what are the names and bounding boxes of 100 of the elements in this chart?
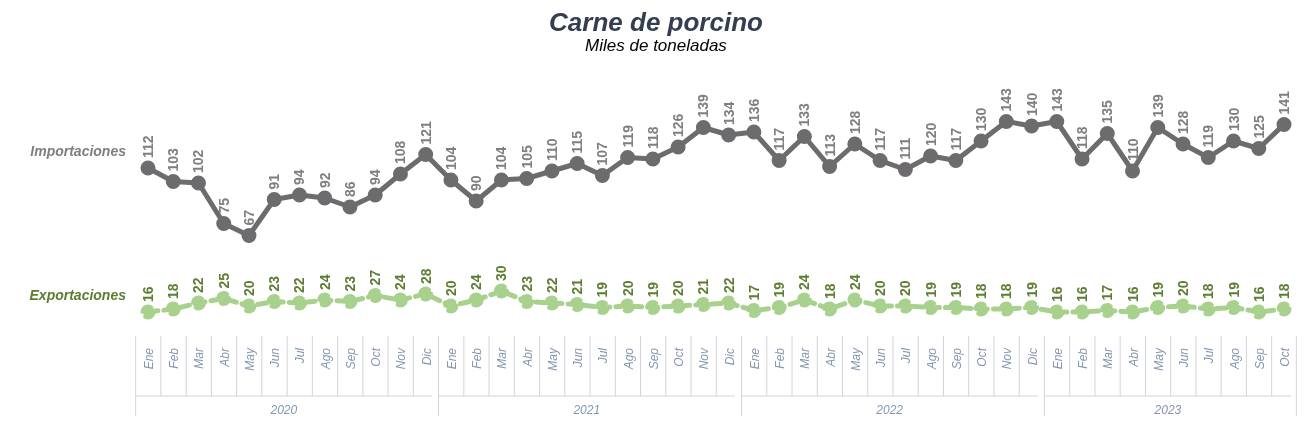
data-label: 128 xyxy=(1175,110,1192,134)
point xyxy=(1226,133,1242,149)
data-label: 130 xyxy=(1225,107,1242,131)
data-label: 119 xyxy=(619,124,636,148)
x-tick-label: Jul xyxy=(293,347,308,365)
point xyxy=(342,294,358,309)
data-label: 16 xyxy=(1124,286,1141,302)
x-tick-label: Ene xyxy=(747,347,762,370)
point xyxy=(822,159,838,174)
point xyxy=(897,162,913,177)
x-tick-label: Ago xyxy=(1227,347,1242,371)
data-label: 121 xyxy=(417,120,434,145)
chart-subtitle: Miles de toneladas xyxy=(584,36,728,56)
point xyxy=(1200,150,1216,165)
series-label: Exportaciones xyxy=(29,287,127,303)
x-tick-label: Abr xyxy=(520,347,535,368)
data-label: 20 xyxy=(240,280,257,296)
data-label: 141 xyxy=(1276,90,1292,115)
text: 2023 xyxy=(1153,403,1182,417)
point xyxy=(923,300,939,315)
data-label: 16 xyxy=(1048,286,1065,302)
x-tick-label: Feb xyxy=(470,347,485,369)
data-label: 20 xyxy=(1175,280,1192,296)
data-label: 135 xyxy=(1099,99,1116,124)
data-label: 130 xyxy=(973,107,990,131)
x-tick-label: Oct xyxy=(1278,347,1292,367)
point xyxy=(746,303,762,318)
point xyxy=(468,193,484,209)
data-label: 19 xyxy=(644,281,661,298)
data-label: 24 xyxy=(846,274,863,290)
text: 2022 xyxy=(875,403,904,417)
point xyxy=(847,292,863,308)
point xyxy=(948,300,964,315)
point xyxy=(241,298,257,314)
point xyxy=(645,151,661,167)
x-tick-label: Jun xyxy=(571,347,586,369)
point xyxy=(1251,141,1267,156)
point xyxy=(872,298,888,314)
data-label: 22 xyxy=(543,277,560,293)
data-label: 20 xyxy=(872,280,889,296)
x-tick-label: Dic xyxy=(419,348,434,366)
point xyxy=(1276,301,1292,317)
data-label: 118 xyxy=(644,126,661,149)
point xyxy=(266,192,282,207)
point xyxy=(670,139,686,155)
point xyxy=(620,298,636,314)
point xyxy=(1276,117,1292,132)
data-label: 16 xyxy=(140,286,156,302)
point xyxy=(1175,298,1191,314)
point xyxy=(1226,300,1242,315)
data-label: 86 xyxy=(341,181,358,197)
point xyxy=(493,172,509,188)
point xyxy=(1074,151,1090,167)
x-tick-label: Oct xyxy=(369,347,384,367)
data-label: 18 xyxy=(821,283,838,299)
point xyxy=(1074,304,1090,320)
point xyxy=(241,228,257,243)
x-tick-label: Jul xyxy=(596,347,611,365)
data-label: 92 xyxy=(316,172,333,188)
x-tick-label: Mar xyxy=(798,347,813,369)
x-tick-label: Dic xyxy=(722,348,737,366)
x-tick-label: Oct xyxy=(975,347,990,367)
data-label: 20 xyxy=(670,280,687,296)
point xyxy=(721,127,737,143)
data-label: 119 xyxy=(1200,124,1217,148)
point xyxy=(1251,304,1267,320)
data-label: 103 xyxy=(165,147,182,172)
point xyxy=(140,304,156,320)
x-tick-label: Sep xyxy=(343,347,358,370)
data-label: 20 xyxy=(897,280,914,296)
data-label: 24 xyxy=(316,274,333,290)
x-tick-label: Ago xyxy=(318,347,333,371)
data-label: 18 xyxy=(998,283,1015,299)
x-tick-label: Feb xyxy=(167,347,182,369)
x-tick-label: Nov xyxy=(394,347,409,370)
x-tick-label: Ago xyxy=(924,347,939,371)
data-label: 105 xyxy=(518,144,535,169)
x-tick-label: Mar xyxy=(192,347,207,369)
point xyxy=(822,301,838,317)
data-label: 18 xyxy=(165,283,182,299)
point xyxy=(317,190,333,206)
data-label: 23 xyxy=(518,275,535,292)
point xyxy=(923,148,939,164)
point xyxy=(1049,304,1065,320)
x-tick-label: Sep xyxy=(949,347,964,370)
x-tick-label: Sep xyxy=(1252,347,1267,370)
x-tick-label: Ene xyxy=(444,347,459,370)
data-label: 67 xyxy=(240,209,257,226)
data-label: 24 xyxy=(392,274,409,290)
data-label: 22 xyxy=(291,277,308,293)
data-label: 23 xyxy=(341,275,358,292)
x-tick-label: Abr xyxy=(217,347,232,368)
data-label: 120 xyxy=(922,122,939,146)
x-tick-label: Abr xyxy=(1126,347,1141,368)
point xyxy=(468,292,484,308)
point xyxy=(695,120,711,135)
point xyxy=(771,153,787,168)
point xyxy=(418,147,434,162)
data-label: 94 xyxy=(367,169,384,185)
data-label: 30 xyxy=(493,265,510,281)
